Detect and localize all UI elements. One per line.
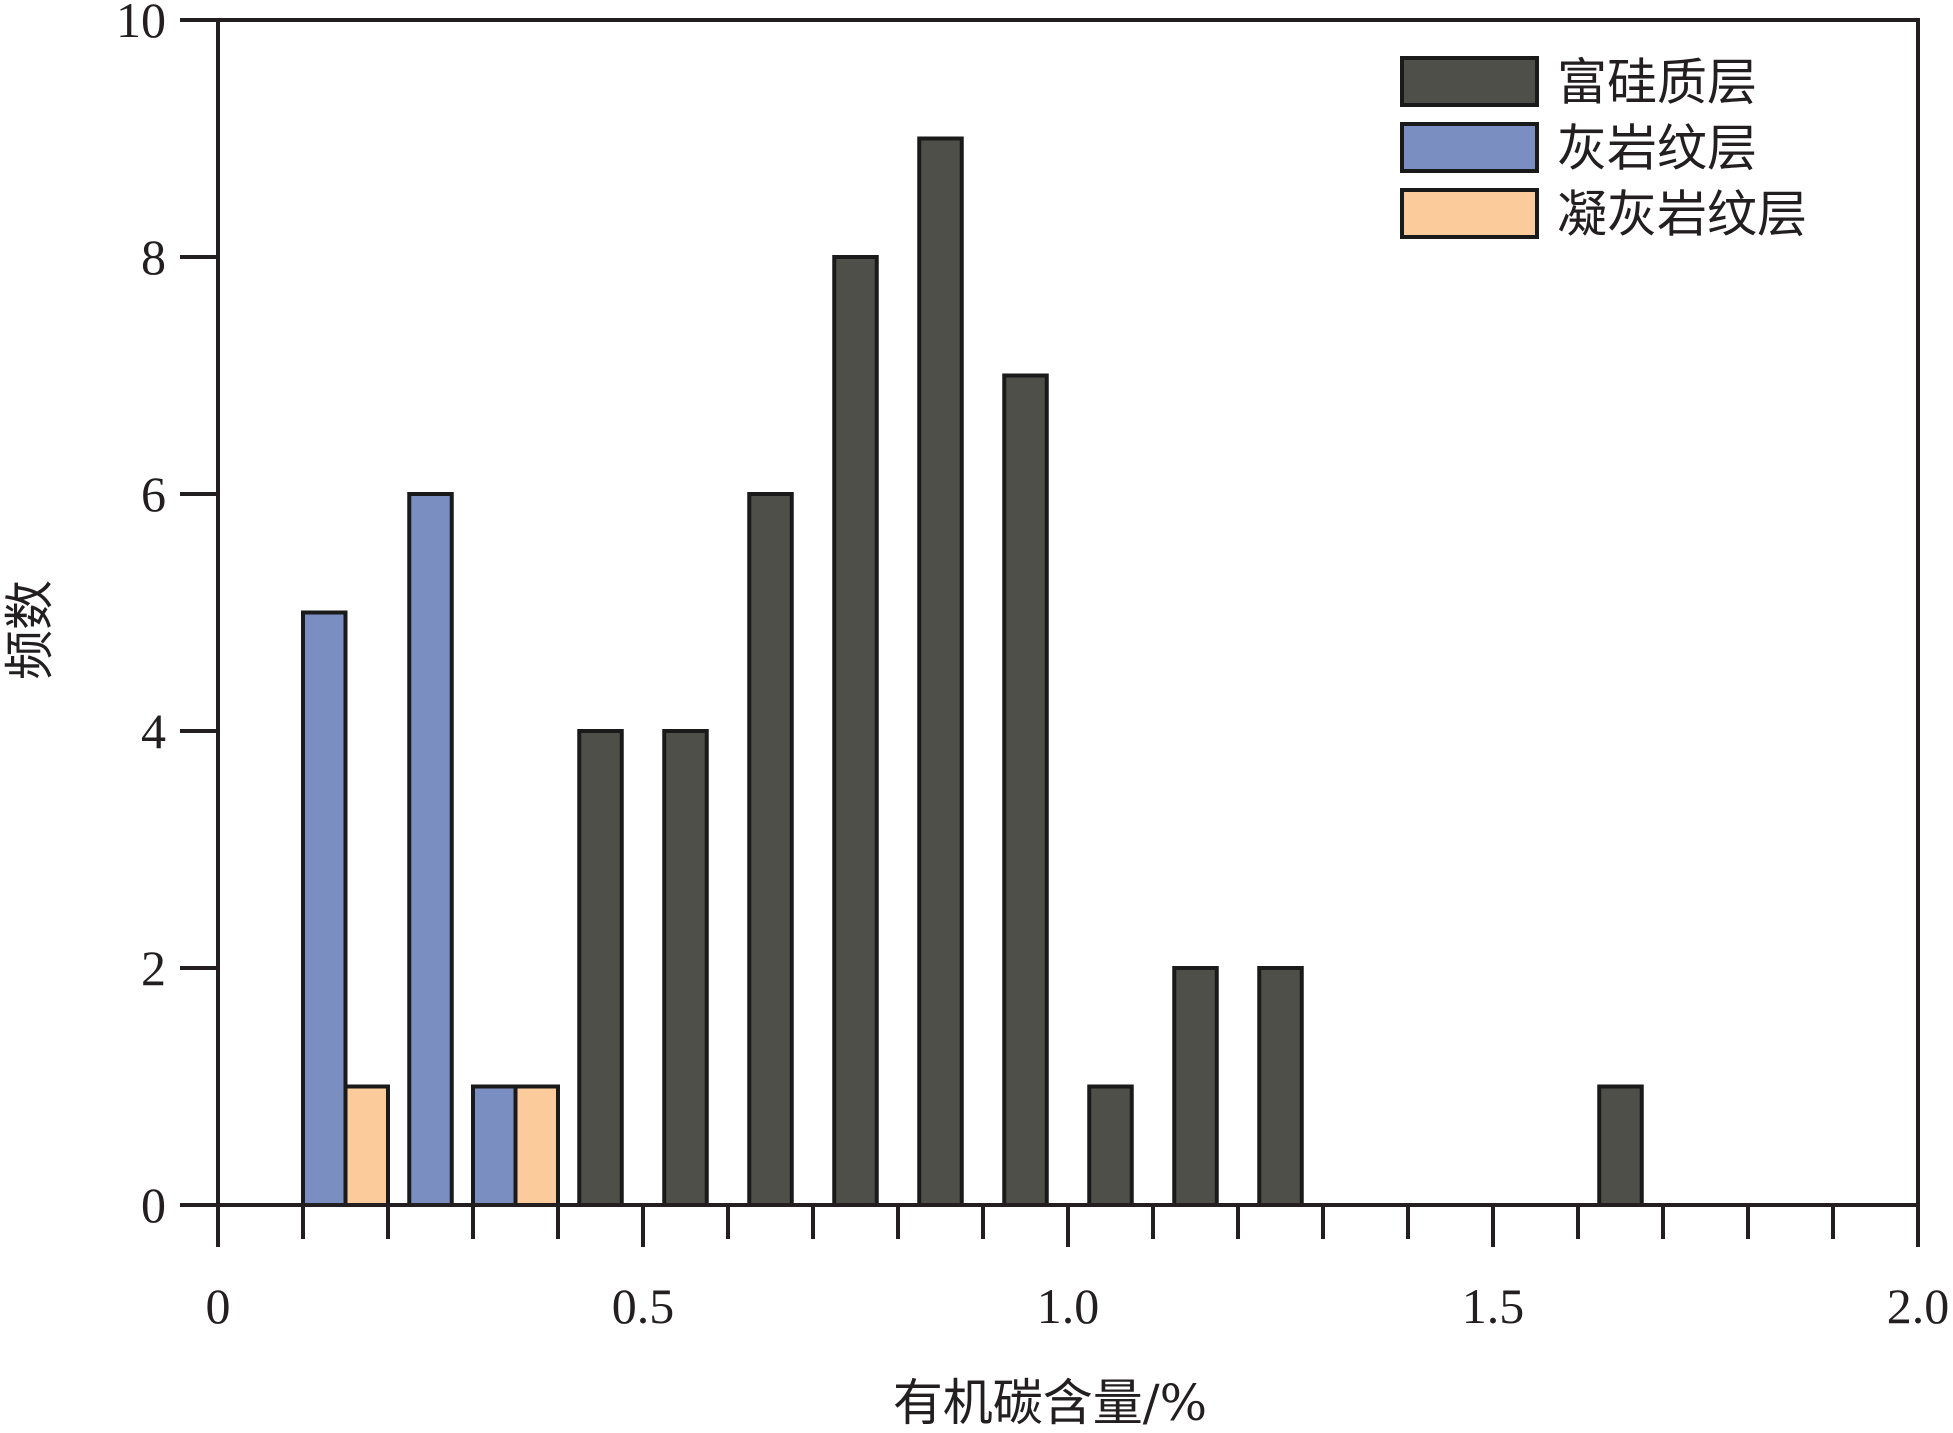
legend-swatch-1 bbox=[1400, 122, 1539, 173]
bar-series-0-bin-1 bbox=[662, 729, 709, 1207]
y-tick-label: 10 bbox=[116, 0, 166, 48]
bars-layer bbox=[301, 136, 1644, 1207]
bar-series-1-bin-2 bbox=[471, 1084, 518, 1207]
y-tick-label: 6 bbox=[141, 466, 166, 522]
x-tick-label: 1.0 bbox=[1037, 1278, 1100, 1334]
x-tick-label: 0.5 bbox=[612, 1278, 675, 1334]
bar-series-0-bin-9 bbox=[1597, 1084, 1644, 1207]
bar-series-0-bin-7 bbox=[1172, 966, 1219, 1207]
x-tick-label: 2.0 bbox=[1887, 1278, 1950, 1334]
x-tick-label: 0 bbox=[206, 1278, 231, 1334]
bar-series-0-bin-3 bbox=[832, 255, 879, 1207]
legend-swatch-0 bbox=[1400, 56, 1539, 107]
bar-series-0-bin-2 bbox=[747, 492, 794, 1207]
y-tick-label: 8 bbox=[141, 229, 166, 285]
legend-label-0: 富硅质层 bbox=[1557, 54, 1757, 112]
bar-series-0-bin-4 bbox=[917, 136, 964, 1207]
bar-series-0-bin-8 bbox=[1257, 966, 1304, 1207]
y-tick-label: 0 bbox=[141, 1177, 166, 1233]
bar-series-1-bin-0 bbox=[301, 610, 348, 1207]
legend-swatch-2 bbox=[1400, 188, 1539, 239]
y-axis-title: 频数 bbox=[1, 580, 59, 680]
bar-series-0-bin-6 bbox=[1087, 1084, 1134, 1207]
ticks-layer: 0 0.5 1.0 1.5 2.0 0 2 4 6 8 10 bbox=[116, 0, 1949, 1334]
x-axis-title: 有机碳含量/% bbox=[893, 1374, 1207, 1432]
bar-series-2-bin-0 bbox=[343, 1084, 390, 1207]
bar-series-0-bin-0 bbox=[577, 729, 624, 1207]
bar-series-1-bin-1 bbox=[407, 492, 454, 1207]
bar-series-2-bin-1 bbox=[513, 1084, 560, 1207]
legend-label-2: 凝灰岩纹层 bbox=[1557, 186, 1807, 244]
legend-label-1: 灰岩纹层 bbox=[1557, 120, 1757, 178]
x-tick-label: 1.5 bbox=[1462, 1278, 1525, 1334]
bar-series-0-bin-5 bbox=[1002, 373, 1049, 1207]
y-tick-label: 4 bbox=[141, 703, 166, 759]
y-tick-label: 2 bbox=[141, 940, 166, 996]
